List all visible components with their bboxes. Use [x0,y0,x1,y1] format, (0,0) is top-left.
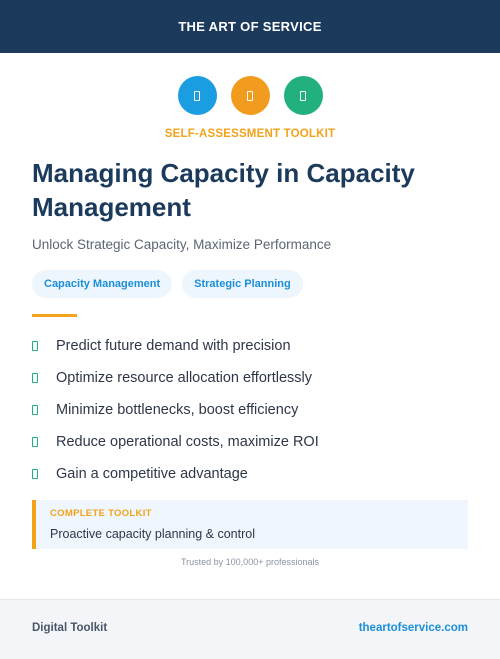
website-link[interactable]: theartofservice.com [358,622,468,634]
list-item: Minimize bottlenecks, boost efficiency [32,394,319,426]
check-icon [32,437,38,447]
page-title: Managing Capacity in Capacity Management [32,158,415,222]
lightning-icon [230,76,270,115]
header-bar: THE ART OF SERVICE [0,0,500,53]
kicker-label: SELF-ASSESSMENT TOOLKIT [164,128,336,140]
feature-text: Gain a competitive advantage [56,466,248,482]
footer-label: Digital Toolkit [32,622,108,634]
tag-capacity-management[interactable]: Capacity Management [32,270,173,298]
callout-label: COMPLETE TOOLKIT [50,508,152,519]
check-icon [32,341,38,351]
check-icon [32,405,38,415]
feature-text: Minimize bottlenecks, boost efficiency [56,402,299,418]
feature-list: Predict future demand with precision Opt… [32,330,319,490]
tag-strategic-planning[interactable]: Strategic Planning [182,270,303,298]
tag-list: Capacity Management Strategic Planning [32,270,303,298]
section-divider [32,314,77,317]
footer-bar: Digital Toolkit theartofservice.com [0,599,500,659]
chart-icon [177,76,217,115]
list-item: Predict future demand with precision [32,330,319,362]
feature-text: Reduce operational costs, maximize ROI [56,434,319,450]
callout-text: Proactive capacity planning & control [50,527,255,541]
list-item: Reduce operational costs, maximize ROI [32,426,319,458]
list-item: Optimize resource allocation effortlessl… [32,362,319,394]
list-item: Gain a competitive advantage [32,458,319,490]
icon-row [0,76,500,115]
toolkit-callout: COMPLETE TOOLKIT Proactive capacity plan… [32,500,468,549]
check-icon [32,373,38,383]
trust-note: Trusted by 100,000+ professionals [180,557,319,567]
feature-text: Optimize resource allocation effortlessl… [56,370,313,386]
feature-text: Predict future demand with precision [56,338,291,354]
page-subtitle: Unlock Strategic Capacity, Maximize Perf… [32,237,332,252]
brand-name: THE ART OF SERVICE [178,19,322,34]
check-shield-icon [283,76,323,115]
check-icon [32,469,38,479]
